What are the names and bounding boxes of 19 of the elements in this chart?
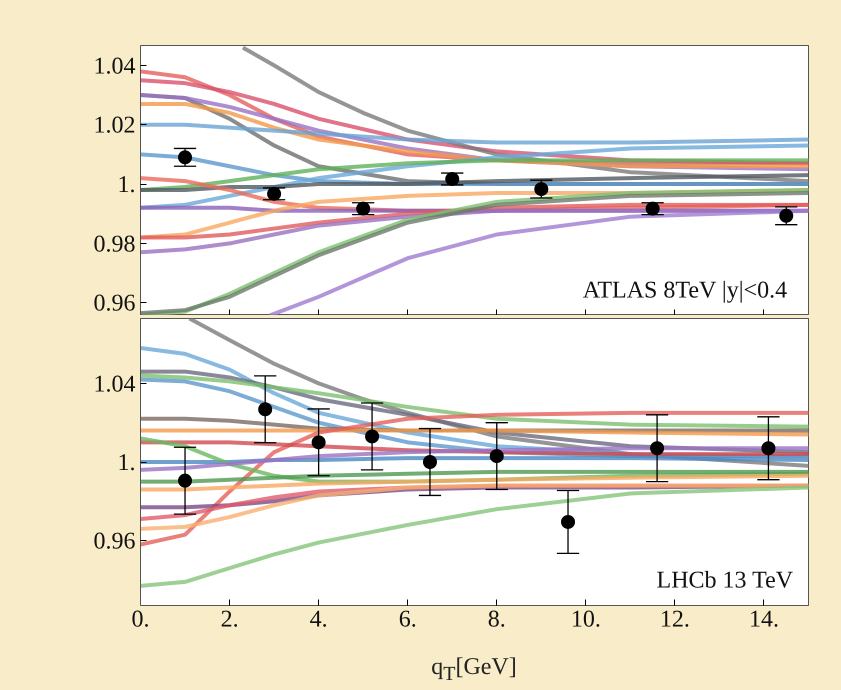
y-tick-label: 1.04: [94, 53, 136, 80]
x-axis-title: q$_{T}$[GeV]: [430, 653, 518, 687]
y-tick-label: 0.96: [94, 290, 136, 317]
y-tick-label: 0.98: [94, 231, 136, 258]
x-tick-label: 14.: [748, 606, 779, 632]
x-tick-label: 12.: [660, 606, 690, 632]
annotation: ATLAS 8TeV |y|<0.4: [582, 278, 788, 304]
y-tick-label: 0.96: [94, 528, 136, 555]
y-tick-label: 1.: [118, 450, 136, 476]
x-tick-label: 2.: [220, 606, 239, 632]
annotation: LHCb 13 TeV: [656, 568, 794, 594]
x-tick-label: 0.: [132, 606, 150, 632]
x-tick-label: 6.: [398, 606, 417, 632]
y-tick-label: 1.02: [94, 112, 136, 139]
x-tick-label: 10.: [570, 606, 601, 632]
x-tick-label: 4.: [310, 606, 328, 632]
y-tick-label: 1.: [118, 172, 136, 198]
y-tick-label: 1.04: [94, 371, 136, 398]
x-tick-label: 8.: [488, 606, 506, 632]
